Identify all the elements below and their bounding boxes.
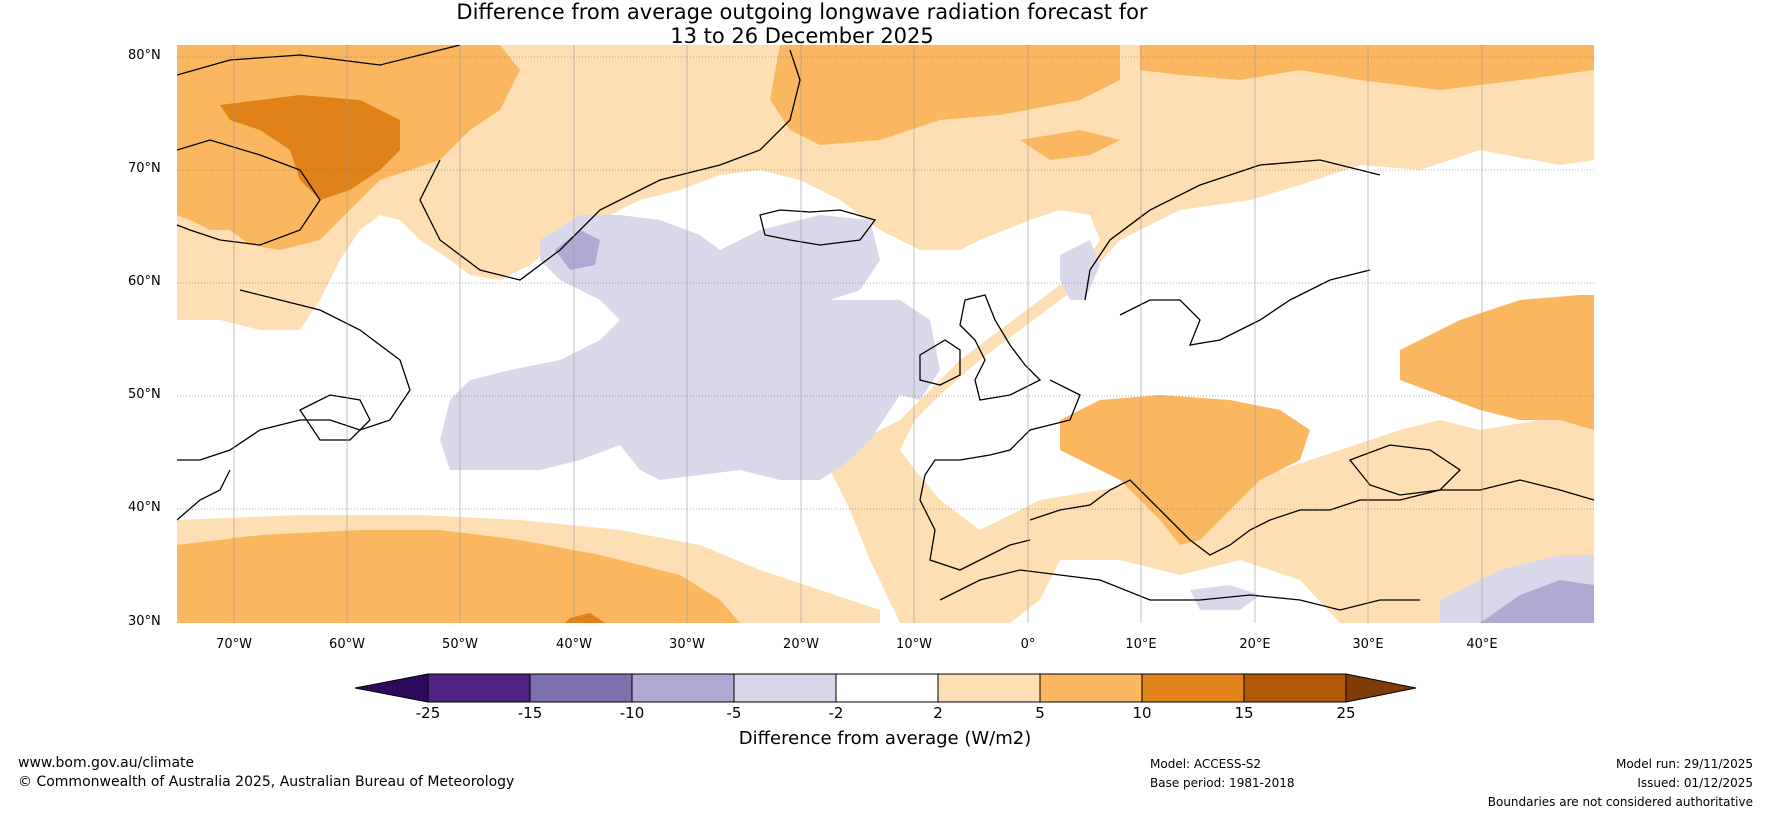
baltic-coast [1119, 269, 1371, 346]
colorbar-tick: -5 [726, 704, 742, 722]
colorbar-bin-8 [1141, 673, 1245, 703]
lon-label-70w: 70°W [216, 637, 252, 652]
chart-title: Difference from average outgoing longwav… [0, 0, 1770, 48]
lon-label-20e: 20°E [1239, 637, 1271, 652]
coastlines [177, 45, 1594, 611]
lon-label-50w: 50°W [442, 637, 478, 652]
lon-label-40e: 40°E [1466, 637, 1498, 652]
colorbar-bin-3 [631, 673, 735, 703]
footer-model-run: Model run: 29/11/2025 [1615, 757, 1753, 771]
iceland-coast [759, 209, 877, 246]
black-sea-coast [1348, 444, 1462, 496]
lat-label-30: 30°N [128, 614, 161, 629]
lon-label-30e: 30°E [1352, 637, 1384, 652]
lon-label-30w: 30°W [669, 637, 705, 652]
europe-west-coast [919, 379, 1081, 571]
greenland-north-coast [177, 45, 461, 76]
anomaly-region-barents [1140, 45, 1594, 90]
colorbar-tick: 5 [1035, 704, 1045, 722]
newfoundland-coast [299, 394, 371, 441]
britain-coast [959, 294, 1042, 401]
gridlines [177, 56, 1594, 510]
meridians [233, 45, 1483, 623]
lat-label-70: 70°N [128, 161, 161, 176]
colorbar-bin-5 [835, 673, 939, 703]
anomaly-region-labrador-sea [440, 215, 940, 480]
lon-label-60w: 60°W [329, 637, 365, 652]
colorbar-tick: -15 [517, 704, 543, 722]
lat-label-60: 60°N [128, 274, 161, 289]
colorbar-bin-1 [427, 673, 531, 703]
title-line-1: Difference from average outgoing longwav… [456, 0, 1148, 24]
colorbar-bin-6 [937, 673, 1041, 703]
lon-label-0: 0° [1020, 637, 1036, 652]
colorbar-extend-high [1345, 673, 1417, 703]
title-line-2: 13 to 26 December 2025 [670, 24, 934, 48]
anomaly-region-middle-east-core [1480, 580, 1594, 623]
north-america-east-coast [177, 469, 231, 521]
lat-label-40: 40°N [128, 500, 161, 515]
mediterranean-north-coast [1029, 479, 1594, 556]
footer-issued: Issued: 01/12/2025 [1637, 776, 1753, 790]
footer-copyright: © Commonwealth of Australia 2025, Austra… [18, 774, 515, 790]
lat-label-80: 80°N [128, 48, 161, 63]
colorbar-tick: -2 [828, 704, 844, 722]
labrador-coast [177, 289, 411, 461]
anomaly-region-scandinavia [1020, 130, 1120, 160]
lat-label-50: 50°N [128, 387, 161, 402]
colorbar-extend-low [354, 673, 429, 703]
anomaly-region-greenland-sea [555, 230, 600, 270]
footer-boundaries: Boundaries are not considered authoritat… [1487, 795, 1753, 809]
colorbar-tick: 15 [1234, 704, 1254, 722]
colorbar-label: Difference from average (W/m2) [738, 728, 1032, 749]
anomaly-region-atlantic-south [177, 530, 740, 623]
anomaly-field [177, 45, 1594, 623]
colorbar [354, 673, 1417, 703]
colorbar-bin-7 [1039, 673, 1143, 703]
greenland-coast [177, 139, 321, 246]
colorbar-bin-9 [1243, 673, 1347, 703]
colorbar-tick: 10 [1132, 704, 1152, 722]
africa-north-coast [939, 569, 1420, 611]
anomaly-region-arctic [770, 45, 1120, 145]
colorbar-tick: 2 [933, 704, 943, 722]
lon-label-20w: 20°W [783, 637, 819, 652]
ireland-coast [919, 339, 961, 386]
scandinavia-coast [1084, 159, 1381, 301]
lon-label-10w: 10°W [896, 637, 932, 652]
anomaly-region-south-spot [565, 613, 605, 623]
colorbar-tick: 25 [1336, 704, 1356, 722]
footer-base-period: Base period: 1981-2018 [1150, 776, 1295, 790]
lon-label-10e: 10°E [1125, 637, 1157, 652]
anomaly-region-greenland-core [220, 95, 400, 200]
footer-model: Model: ACCESS-S2 [1150, 757, 1262, 771]
footer-url[interactable]: www.bom.gov.au/climate [18, 755, 195, 771]
colorbar-tick: -25 [415, 704, 441, 722]
anomaly-region-norway-coast [1060, 240, 1100, 300]
anomaly-region-central-europe [1060, 395, 1310, 545]
lon-label-40w: 40°W [556, 637, 592, 652]
colorbar-bin-2 [529, 673, 633, 703]
greenland-east-coast [419, 49, 801, 281]
colorbar-tick: -10 [619, 704, 645, 722]
colorbar-bin-4 [733, 673, 837, 703]
